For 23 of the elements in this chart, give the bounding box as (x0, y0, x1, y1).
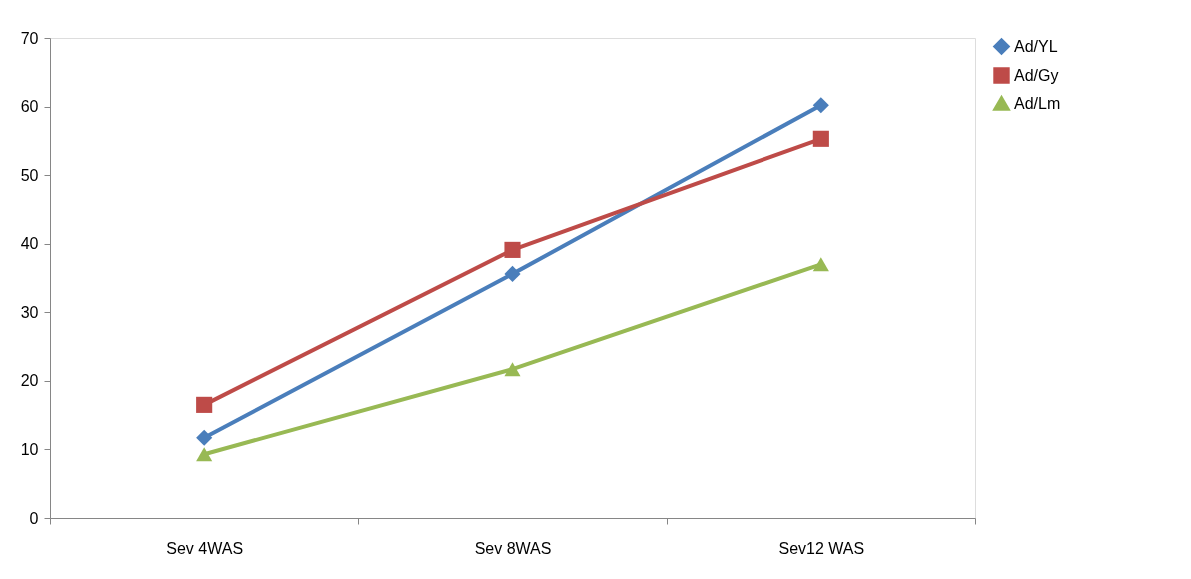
y-tick-label: 30 (20, 303, 39, 321)
x-tick-label: Sev 8WAS (474, 539, 552, 557)
y-tick-label: 60 (20, 98, 39, 116)
point (812, 130, 829, 147)
y-tick-label: 0 (29, 509, 39, 527)
point (196, 396, 213, 413)
x-tick-label: Sev12 WAS (778, 539, 865, 557)
y-tick-label: 20 (20, 372, 39, 390)
point (504, 241, 521, 258)
legend-label: Ad/Gy (1014, 66, 1059, 84)
point (504, 362, 521, 377)
y-tick-label: 50 (20, 166, 39, 184)
point (196, 447, 213, 462)
y-tick-label: 10 (20, 440, 39, 458)
legend-label: Ad/Lm (1014, 94, 1061, 112)
legend-label: Ad/YL (1014, 37, 1058, 55)
y-tick-label: 40 (20, 235, 39, 253)
x-tick-label: Sev 4WAS (166, 539, 244, 557)
y-tick-label: 70 (20, 29, 39, 47)
point (196, 429, 213, 446)
point (504, 265, 521, 282)
point (812, 97, 829, 114)
point (812, 257, 829, 272)
